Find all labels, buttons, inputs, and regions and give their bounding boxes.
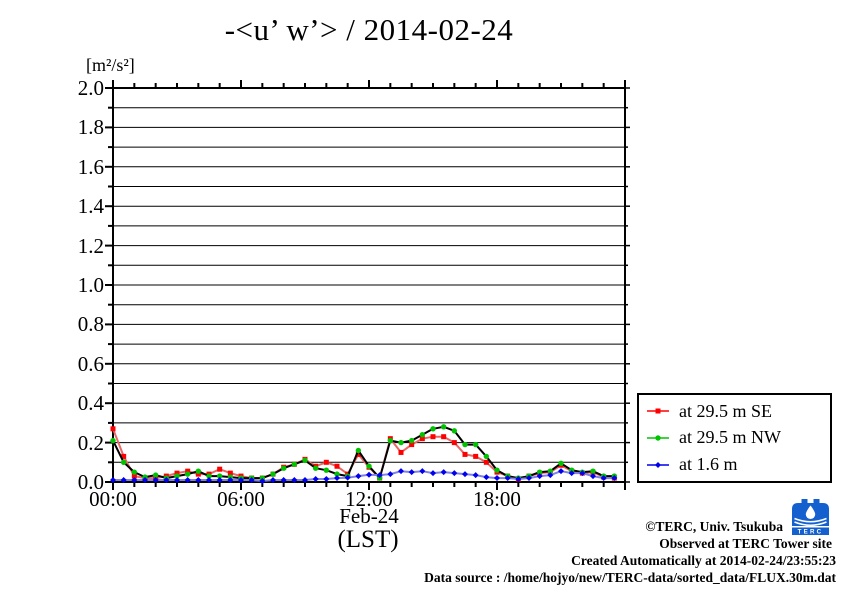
y-tick-label: 0.6 [77, 351, 104, 376]
y-tick-label: 1.4 [77, 194, 104, 219]
y-tick-label: 2.0 [77, 76, 104, 100]
chart-title: -<u’ w’> / 2014-02-24 [224, 12, 514, 47]
terc-logo: TERC [792, 499, 829, 535]
legend-marker-square [647, 408, 669, 414]
legend-item: at 29.5 m SE [646, 401, 823, 422]
legend-marker-diamond [647, 461, 669, 468]
legend-label: at 29.5 m SE [679, 400, 772, 421]
y-tick-label: 1.6 [77, 154, 104, 179]
x-axis-timezone-label: (LST) [337, 526, 399, 553]
legend-item: at 1.6 m [646, 454, 823, 475]
x-tick-label: 12:00 [345, 487, 393, 511]
svg-text:TERC: TERC [798, 529, 824, 535]
y-tick-label: 1.0 [77, 273, 104, 297]
legend-label: at 1.6 m [679, 454, 738, 475]
series-at-29-5-m-nw [110, 424, 618, 481]
credit-observed: Observed at TERC Tower site [659, 536, 832, 551]
x-tick-label: 00:00 [89, 487, 137, 511]
credit-created: Created Automatically at 2014-02-24/23:5… [571, 553, 836, 568]
y-tick-label: 0.8 [77, 312, 104, 337]
x-tick-label: 18:00 [473, 487, 521, 511]
series-at-1-6-m [110, 468, 618, 485]
legend: at 29.5 m SE at 29.5 m NW at 1.6 m [637, 393, 832, 483]
legend-label: at 29.5 m NW [679, 427, 781, 448]
y-tick-label: 1.2 [77, 233, 104, 258]
y-tick-label: 0.2 [77, 430, 104, 455]
x-tick-label: 06:00 [217, 487, 265, 511]
plot-border [112, 87, 626, 483]
y-tick-label: 1.8 [77, 115, 104, 140]
legend-marker-circle [647, 435, 669, 441]
x-axis-date-label: Feb-24 [339, 504, 399, 528]
legend-item: at 29.5 m NW [646, 427, 823, 448]
y-tick-label: 0.0 [77, 470, 104, 494]
y-axis-unit-label: [m²/s²] [86, 55, 135, 75]
credit-copyright: ©TERC, Univ. Tsukuba [645, 519, 783, 534]
y-tick-label: 0.4 [77, 391, 104, 416]
credit-datasource: Data source : /home/hojyo/new/TERC-data/… [424, 570, 836, 585]
